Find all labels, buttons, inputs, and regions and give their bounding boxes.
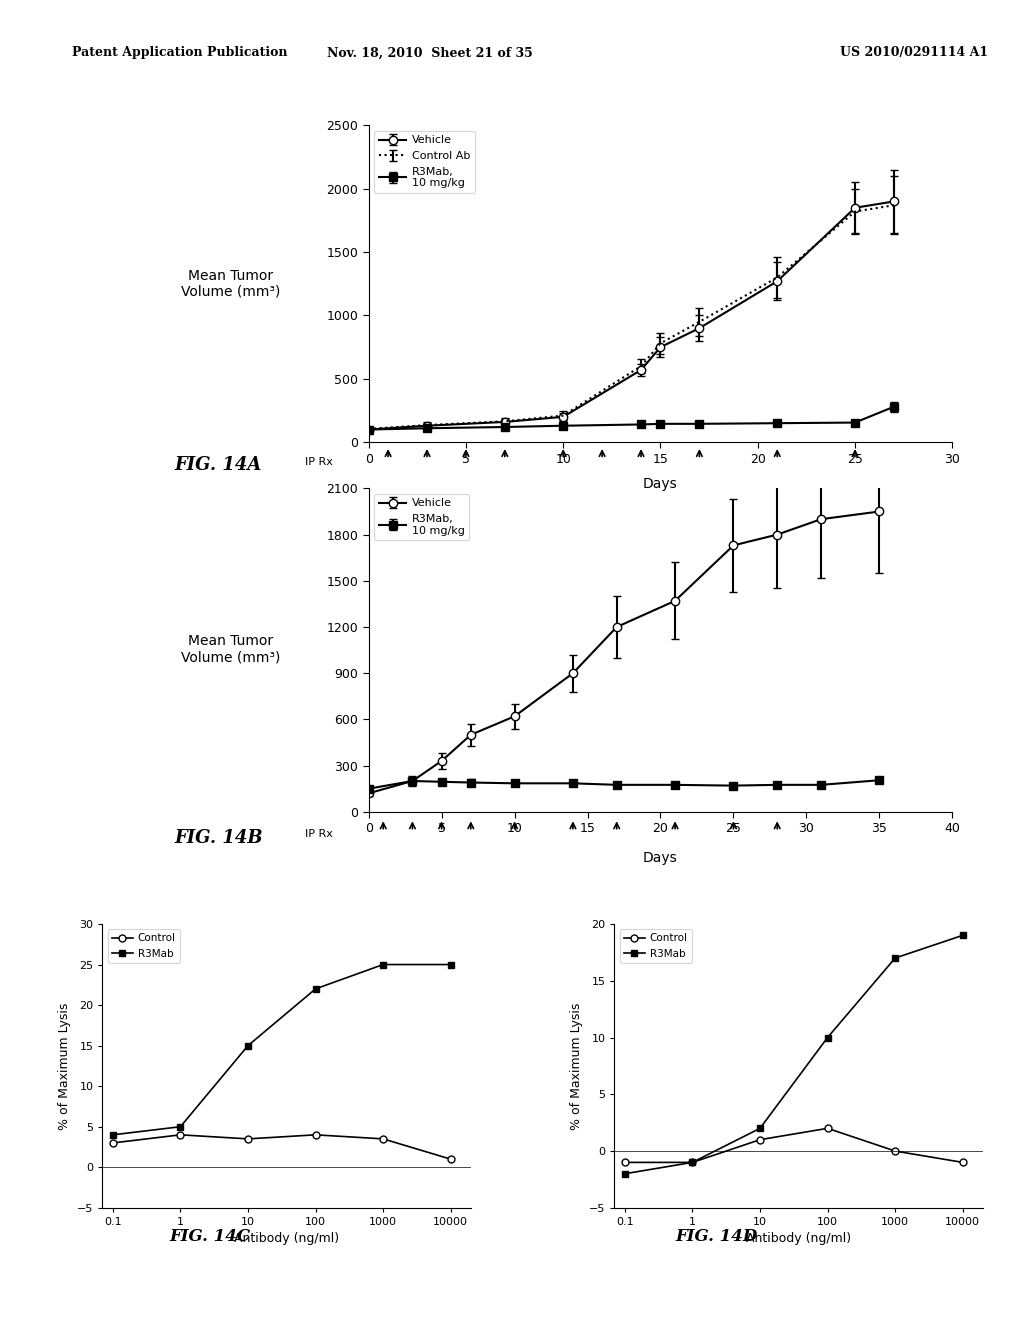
R3Mab — [821, 1030, 834, 1045]
Control — [754, 1131, 766, 1147]
R3Mab — [377, 957, 389, 973]
Text: Days: Days — [643, 851, 678, 865]
Control — [444, 1151, 457, 1167]
R3Mab — [889, 950, 901, 966]
Legend: Vehicle, R3Mab,
10 mg/kg: Vehicle, R3Mab, 10 mg/kg — [374, 494, 469, 540]
Text: FIG. 14A: FIG. 14A — [174, 455, 261, 474]
Legend: Control, R3Mab: Control, R3Mab — [108, 929, 180, 962]
R3Mab — [686, 1155, 698, 1171]
Y-axis label: % of Maximum Lysis: % of Maximum Lysis — [570, 1002, 584, 1130]
Control — [618, 1155, 631, 1171]
Control — [956, 1155, 969, 1171]
Text: Patent Application Publication: Patent Application Publication — [72, 46, 287, 59]
Control — [889, 1143, 901, 1159]
Control — [821, 1121, 834, 1137]
R3Mab — [309, 981, 322, 997]
Control — [686, 1155, 698, 1171]
Text: FIG. 14D: FIG. 14D — [676, 1229, 758, 1245]
Line: R3Mab: R3Mab — [622, 932, 967, 1177]
Text: Mean Tumor
Volume (mm³): Mean Tumor Volume (mm³) — [180, 269, 281, 298]
R3Mab — [956, 928, 969, 944]
Text: IP Rx: IP Rx — [305, 457, 333, 467]
Control — [174, 1127, 186, 1143]
Text: IP Rx: IP Rx — [305, 829, 333, 840]
R3Mab — [242, 1038, 254, 1053]
Text: US 2010/0291114 A1: US 2010/0291114 A1 — [840, 46, 988, 59]
Text: Mean Tumor
Volume (mm³): Mean Tumor Volume (mm³) — [180, 635, 281, 664]
Control — [377, 1131, 389, 1147]
Line: R3Mab: R3Mab — [110, 961, 455, 1138]
Legend: Control, R3Mab: Control, R3Mab — [620, 929, 692, 962]
Legend: Vehicle, Control Ab, R3Mab,
10 mg/kg: Vehicle, Control Ab, R3Mab, 10 mg/kg — [374, 131, 475, 193]
Control — [309, 1127, 322, 1143]
Line: Control: Control — [622, 1125, 967, 1166]
Control — [106, 1135, 119, 1151]
R3Mab — [106, 1127, 119, 1143]
R3Mab — [618, 1166, 631, 1181]
Text: FIG. 14B: FIG. 14B — [174, 829, 263, 847]
Text: Nov. 18, 2010  Sheet 21 of 35: Nov. 18, 2010 Sheet 21 of 35 — [328, 46, 532, 59]
Y-axis label: % of Maximum Lysis: % of Maximum Lysis — [58, 1002, 72, 1130]
Text: Days: Days — [643, 478, 678, 491]
Line: Control: Control — [110, 1131, 455, 1163]
X-axis label: Antibody (ng/ml): Antibody (ng/ml) — [746, 1233, 851, 1245]
Text: FIG. 14C: FIG. 14C — [169, 1229, 251, 1245]
Control — [242, 1131, 254, 1147]
R3Mab — [754, 1121, 766, 1137]
R3Mab — [444, 957, 457, 973]
X-axis label: Antibody (ng/ml): Antibody (ng/ml) — [234, 1233, 339, 1245]
R3Mab — [174, 1119, 186, 1135]
